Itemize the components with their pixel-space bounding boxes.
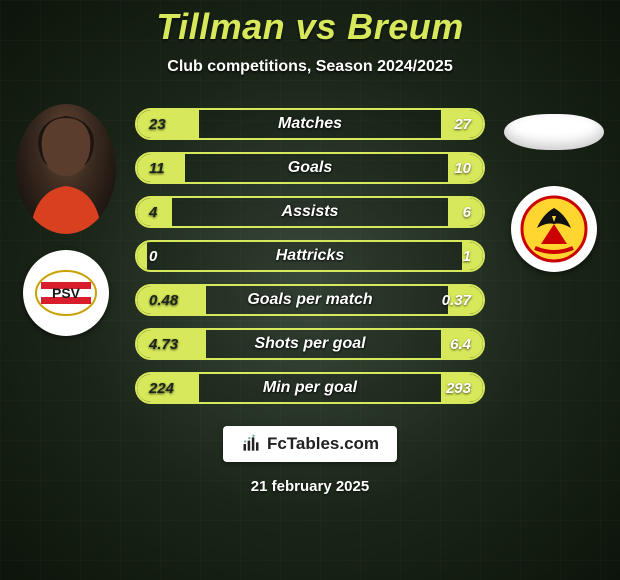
stat-row: 0Hattricks1 (135, 240, 485, 272)
club-logo-right (511, 186, 597, 272)
bar-left (137, 286, 206, 314)
stat-row: 224Min per goal293 (135, 372, 485, 404)
stat-label: Assists (137, 203, 483, 221)
stat-label: Goals (137, 159, 483, 177)
psv-logo-icon: PSV (31, 258, 101, 328)
bar-right (441, 330, 483, 358)
bar-left (137, 110, 199, 138)
bar-right (462, 242, 483, 270)
bar-left (137, 330, 206, 358)
subtitle: Club competitions, Season 2024/2025 (167, 58, 452, 76)
stat-label: Hattricks (137, 247, 483, 265)
stat-row: 11Goals10 (135, 152, 485, 184)
left-column: PSV (11, 104, 121, 336)
stat-row: 0.48Goals per match0.37 (135, 284, 485, 316)
bar-right (441, 374, 483, 402)
main-row: PSV 23Matches27 11Goals10 4Assists6 0Hattri… (0, 104, 620, 404)
bar-right (448, 286, 483, 314)
brand-badge: FcTables.com (223, 426, 397, 462)
go-ahead-eagles-logo-icon (519, 194, 589, 264)
stat-row: 23Matches27 (135, 108, 485, 140)
chart-icon (241, 434, 261, 454)
bar-right (448, 198, 483, 226)
bar-right (448, 154, 483, 182)
stat-value-left: 0 (149, 248, 157, 265)
bar-left (137, 374, 199, 402)
stats-list: 23Matches27 11Goals10 4Assists6 0Hattricks1… (135, 108, 485, 404)
right-column (499, 104, 609, 272)
svg-text:PSV: PSV (52, 285, 81, 301)
bar-right (441, 110, 483, 138)
silhouette-icon (16, 104, 116, 234)
player-photo-right (504, 114, 604, 150)
comparison-card: Tillman vs Breum Club competitions, Seas… (0, 0, 620, 580)
stat-row: 4Assists6 (135, 196, 485, 228)
club-logo-left: PSV (23, 250, 109, 336)
page-title: Tillman vs Breum (156, 6, 463, 48)
bar-left (137, 154, 185, 182)
bar-left (137, 242, 147, 270)
bar-left (137, 198, 172, 226)
stat-row: 4.73Shots per goal6.4 (135, 328, 485, 360)
player-photo-left (16, 104, 116, 234)
date-text: 21 february 2025 (251, 478, 369, 495)
brand-text: FcTables.com (267, 434, 379, 454)
